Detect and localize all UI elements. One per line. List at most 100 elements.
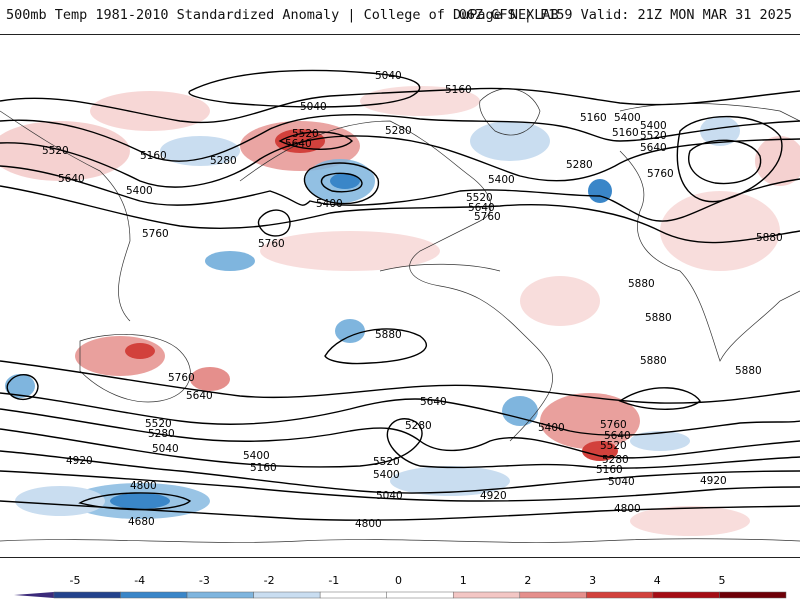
cold-anomaly <box>205 251 255 271</box>
colorbar-tick-label: -3 <box>199 574 210 587</box>
contour-label: 5880 <box>645 312 672 324</box>
contour-label: 5280 <box>405 420 432 432</box>
warm-anomaly <box>582 441 618 461</box>
contour-label: 4800 <box>355 518 382 530</box>
contour-label: 5280 <box>210 155 237 167</box>
central-america-coast <box>379 263 501 272</box>
contour-label: 5520 <box>145 418 172 430</box>
warm-anomaly <box>755 136 800 186</box>
colorbar-tick-label: 2 <box>524 574 531 587</box>
contour-line <box>0 470 800 502</box>
contour-label: 5880 <box>756 232 783 244</box>
contour-label: 5040 <box>300 101 327 113</box>
contour-line <box>0 392 800 436</box>
contour-line <box>188 69 421 108</box>
cold-anomaly <box>700 116 740 146</box>
closed-low-contour <box>6 374 39 401</box>
colorbar-bin <box>53 591 121 599</box>
closed-high-contour <box>324 328 428 365</box>
warm-anomaly <box>125 343 155 359</box>
contour-line <box>0 165 800 222</box>
closed-low-contour <box>320 172 363 193</box>
cold-anomaly <box>630 431 690 451</box>
contour-label: 5880 <box>628 278 655 290</box>
colorbar-under-arrow <box>14 592 54 598</box>
contour-line <box>0 87 800 124</box>
contour-label: 5760 <box>474 211 501 223</box>
warm-anomaly <box>660 191 780 271</box>
anomaly-shading <box>0 86 800 536</box>
contour-label: 5640 <box>604 430 631 442</box>
contour-line <box>0 450 800 494</box>
closed-low-contour <box>257 209 291 237</box>
colorbar-bin <box>452 591 521 599</box>
closed-high-contour <box>688 139 762 185</box>
contour-label: 5520 <box>640 130 667 142</box>
contour-line <box>0 135 800 188</box>
contour-label: 5760 <box>258 238 285 250</box>
asia-coast <box>0 110 131 322</box>
map-title: 500mb Temp 1981-2010 Standardized Anomal… <box>6 7 559 23</box>
contour-label: 5160 <box>596 464 623 476</box>
antarctica-coast <box>0 538 800 543</box>
cold-anomaly <box>390 466 510 496</box>
closed-high-contour <box>676 115 783 203</box>
contour-label: 4920 <box>700 475 727 487</box>
cold-anomaly <box>335 319 365 343</box>
closed-high-contour <box>278 131 353 150</box>
americas-coast <box>239 120 553 442</box>
weather-map: 5040 5040 5160 5160 5280 5520 5640 5520 … <box>0 34 800 558</box>
contour-label: 5520 <box>373 456 400 468</box>
contour-label: 5280 <box>148 428 175 440</box>
eurasia-africa-coast <box>619 103 800 362</box>
contour-label: 5760 <box>142 228 169 240</box>
contour-labels: 5040 5040 5160 5160 5280 5520 5640 5520 … <box>42 70 783 530</box>
colorbar-segments <box>14 591 787 599</box>
contour-line <box>0 185 800 244</box>
colorbar-bin <box>519 591 587 599</box>
contour-label: 5640 <box>186 390 213 402</box>
contour-label: 5640 <box>468 202 495 214</box>
contour-line <box>0 408 800 459</box>
colorbar-bin <box>319 591 387 599</box>
closed-high-contour <box>618 387 701 410</box>
height-contours <box>0 69 800 521</box>
contour-label: 5040 <box>608 476 635 488</box>
contour-label: 4680 <box>128 516 155 528</box>
contour-label: 5640 <box>285 138 312 150</box>
contour-line <box>0 114 800 162</box>
contour-label: 5040 <box>152 443 179 455</box>
cold-anomaly <box>470 121 550 161</box>
colorbar-bin <box>719 591 787 599</box>
contour-label: 5520 <box>466 192 493 204</box>
cold-anomaly <box>5 374 35 398</box>
contour-label: 5160 <box>580 112 607 124</box>
warm-anomaly <box>520 276 600 326</box>
colorbar-tick-label: -1 <box>328 574 339 587</box>
colorbar-tick-label: -4 <box>134 574 145 587</box>
contour-label: 5400 <box>640 120 667 132</box>
contour-label: 5760 <box>600 419 627 431</box>
contour-label: 4800 <box>130 480 157 492</box>
contour-label: 5160 <box>445 84 472 96</box>
warm-anomaly <box>360 86 480 116</box>
colorbar-bin <box>652 591 720 599</box>
warm-anomaly <box>260 231 440 271</box>
contour-label: 5640 <box>420 396 447 408</box>
cold-anomaly <box>502 396 538 426</box>
closed-low-contour <box>303 162 380 205</box>
contour-label: 5040 <box>376 490 403 502</box>
contour-label: 5760 <box>647 168 674 180</box>
contour-label: 5400 <box>614 112 641 124</box>
header: 500mb Temp 1981-2010 Standardized Anomal… <box>0 0 800 34</box>
colorbar-tick-label: 1 <box>460 574 467 587</box>
cold-anomaly <box>588 179 612 203</box>
warm-anomaly <box>90 91 210 131</box>
contour-label: 5400 <box>538 422 565 434</box>
colorbar-tick-label: -5 <box>70 574 81 587</box>
contour-label: 5520 <box>42 145 69 157</box>
colorbar-labels: -5 -4 -3 -2 -1 0 1 2 3 4 5 <box>70 574 726 587</box>
contour-label: 5880 <box>640 355 667 367</box>
colorbar-bin <box>386 591 454 599</box>
colorbar-bin <box>120 591 188 599</box>
